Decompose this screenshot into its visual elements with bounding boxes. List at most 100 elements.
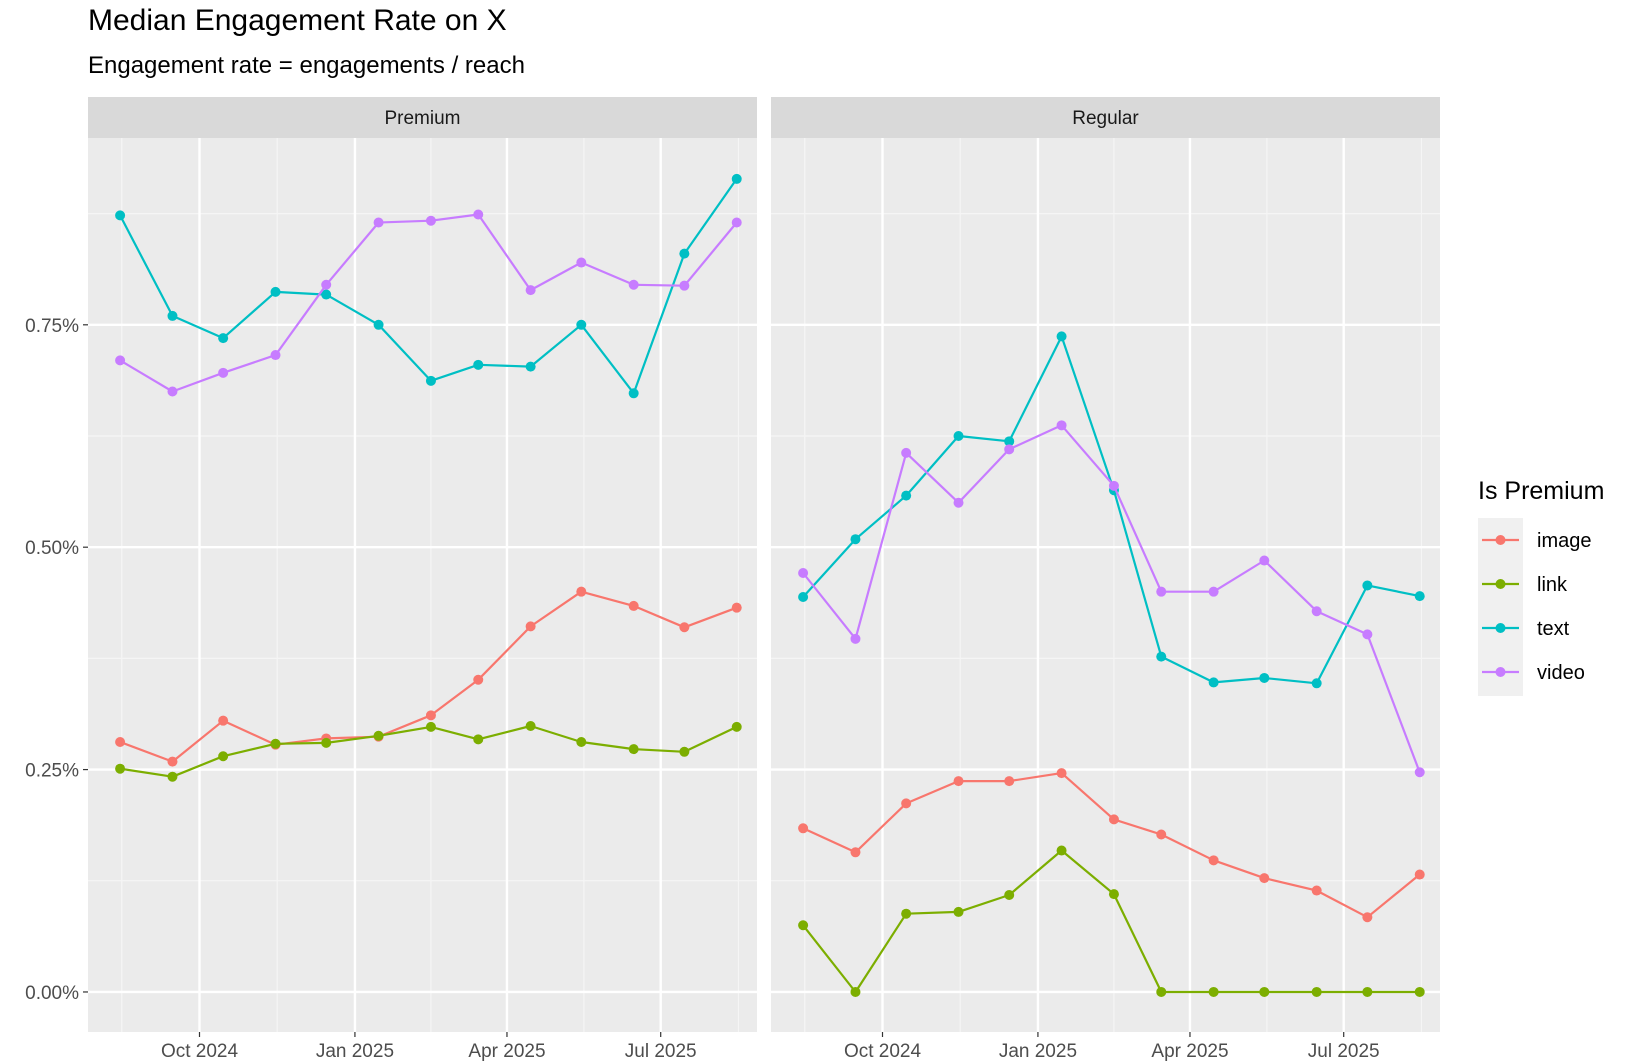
data-point (1362, 986, 1373, 997)
legend-label: text (1537, 618, 1570, 640)
chart-title: Median Engagement Rate on X (88, 4, 507, 37)
y-tick-label: 0.50% (25, 538, 79, 559)
data-point (731, 602, 742, 613)
legend-title: Is Premium (1478, 477, 1604, 505)
data-point (850, 633, 861, 644)
data-point (1311, 885, 1322, 896)
data-point (901, 908, 912, 919)
data-point (850, 986, 861, 997)
data-point (1156, 829, 1167, 840)
data-point (1056, 420, 1067, 431)
facet-strip-label: Regular (1072, 108, 1139, 129)
data-point (953, 497, 964, 508)
data-point (167, 771, 178, 782)
series-text (115, 173, 742, 399)
data-point (1108, 814, 1119, 825)
series-link (115, 720, 742, 782)
data-point (1004, 444, 1015, 455)
data-point (1208, 855, 1219, 866)
data-point (167, 386, 178, 397)
data-point (731, 173, 742, 184)
data-point (1259, 986, 1270, 997)
x-tick-label: Jan 2025 (316, 1041, 394, 1062)
data-point (1362, 912, 1373, 923)
x-tick-label: Oct 2024 (161, 1041, 239, 1062)
legend-item-text: text (1482, 618, 1570, 640)
data-point (901, 447, 912, 458)
data-point (731, 217, 742, 228)
data-point (679, 622, 690, 633)
data-point (473, 674, 484, 685)
data-point (1208, 986, 1219, 997)
data-point (798, 920, 809, 931)
data-point (798, 823, 809, 834)
data-point (525, 285, 536, 296)
data-point (1056, 768, 1067, 779)
data-point (167, 756, 178, 767)
data-point (1004, 776, 1015, 787)
data-point (1259, 555, 1270, 566)
data-point (953, 776, 964, 787)
data-point (473, 734, 484, 745)
data-point (1156, 651, 1167, 662)
data-point (798, 592, 809, 603)
data-point (1311, 678, 1322, 689)
legend-key-point (1495, 535, 1506, 545)
x-tick-label: Jan 2025 (999, 1041, 1077, 1062)
data-point (373, 319, 384, 330)
data-point (1311, 986, 1322, 997)
legend-key-point (1495, 667, 1506, 677)
facet-strip-label: Premium (384, 108, 460, 129)
data-point (576, 737, 587, 748)
legend-key-background (1478, 518, 1523, 696)
data-point (270, 286, 281, 297)
data-point (1108, 889, 1119, 900)
y-tick-label: 0.25% (25, 761, 79, 782)
x-tick-label: Apr 2025 (1151, 1041, 1228, 1062)
data-point (525, 720, 536, 731)
data-point (901, 490, 912, 501)
panel-background (771, 138, 1440, 1032)
data-point (1414, 986, 1425, 997)
data-point (1311, 606, 1322, 617)
data-point (679, 280, 690, 291)
data-point (218, 333, 229, 344)
data-point (1414, 869, 1425, 880)
data-point (373, 730, 384, 741)
series-link (798, 845, 1425, 997)
data-point (425, 215, 436, 226)
data-point (1156, 586, 1167, 597)
data-point (1208, 677, 1219, 688)
facet-strip (771, 97, 1440, 138)
y-tick-label: 0.75% (25, 316, 79, 337)
legend-item-video: video (1482, 662, 1585, 684)
data-point (115, 355, 126, 366)
legend-item-image: image (1482, 530, 1591, 552)
data-point (850, 847, 861, 858)
data-point (850, 534, 861, 545)
data-point (373, 217, 384, 228)
facet-panel-regular: Regular Oct 2024 Jan 2025 Apr 2025 Jul 2025 (771, 97, 1440, 1062)
data-point (1004, 436, 1015, 447)
data-point (1108, 480, 1119, 491)
data-point (218, 367, 229, 378)
x-tick-label: Apr 2025 (468, 1041, 545, 1062)
data-point (1259, 672, 1270, 683)
data-point (679, 248, 690, 259)
data-point (1004, 890, 1015, 901)
legend-key-point (1495, 579, 1506, 589)
data-point (1362, 629, 1373, 640)
data-point (473, 359, 484, 370)
data-point (425, 721, 436, 732)
data-point (425, 710, 436, 721)
data-point (576, 257, 587, 268)
data-point (628, 279, 639, 290)
data-point (1259, 873, 1270, 884)
data-point (167, 310, 178, 321)
data-point (679, 746, 690, 757)
data-point (628, 744, 639, 755)
legend-label: video (1537, 662, 1585, 684)
data-point (576, 586, 587, 597)
data-point (115, 763, 126, 774)
